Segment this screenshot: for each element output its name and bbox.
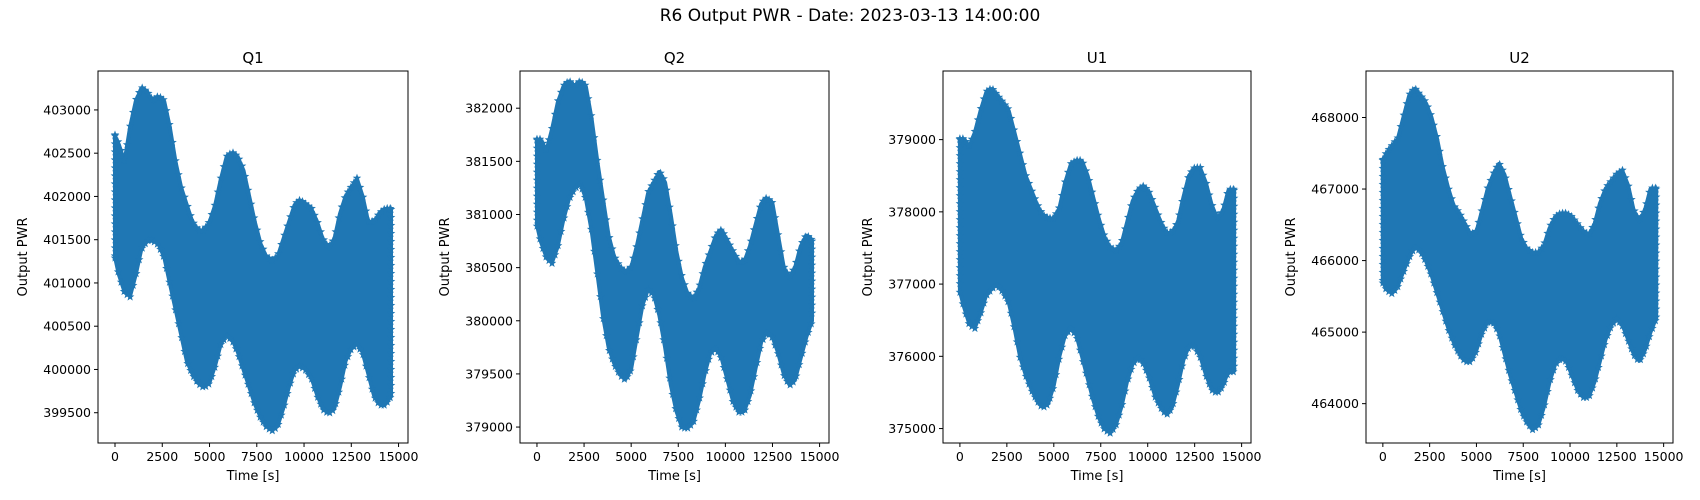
axes-frame <box>519 70 830 444</box>
x-tick-label: 15000 <box>1644 449 1684 464</box>
axes-frame <box>942 70 1252 444</box>
x-axis-label: Time [s] <box>1492 469 1546 484</box>
y-tick-label: 401500 <box>43 232 91 247</box>
subplot-u1: 0 2500 5000 7500 10000 12500 15000 375000 376000… <box>861 49 1262 484</box>
y-tick-label: 380000 <box>465 313 513 328</box>
subplot-u2: 0 2500 5000 7500 10000 12500 15000 464000 465000… <box>1284 49 1684 484</box>
y-tick-label: 380500 <box>465 260 513 275</box>
series-band <box>532 77 817 432</box>
x-axis-label: Time [s] <box>1070 469 1124 484</box>
subplot-title: Q2 <box>664 49 685 67</box>
y-tick-label: 400000 <box>43 362 91 377</box>
y-tick-label: 401000 <box>43 275 91 290</box>
y-tick-label: 381000 <box>465 207 513 222</box>
axes-frame <box>1365 70 1674 444</box>
subplot-q2: 0 2500 5000 7500 10000 12500 15000 379000 379500… <box>438 49 840 484</box>
y-axis-label: Output PWR <box>861 217 876 296</box>
x-tick-label: 5000 <box>615 449 647 464</box>
x-tick-label: 10000 <box>705 449 745 464</box>
y-tick-label: 468000 <box>1311 110 1359 125</box>
x-tick-label: 5000 <box>1461 449 1493 464</box>
x-tick-label: 2500 <box>991 449 1023 464</box>
y-tick-label: 403000 <box>43 102 91 117</box>
x-tick-label: 7500 <box>662 449 694 464</box>
star-markers <box>955 84 1239 437</box>
y-tick-label: 379500 <box>465 366 513 381</box>
x-tick-label: 0 <box>1379 449 1387 464</box>
x-tick-label: 2500 <box>568 449 600 464</box>
subplot-title: U1 <box>1087 49 1108 67</box>
y-axis-label: Output PWR <box>438 217 453 296</box>
x-tick-label: 12500 <box>331 449 371 464</box>
y-tick-label: 377000 <box>888 277 936 292</box>
x-tick-label: 7500 <box>1507 449 1539 464</box>
y-tick-label: 378000 <box>888 204 936 219</box>
y-tick-label: 379000 <box>888 132 936 147</box>
y-tick-label: 466000 <box>1311 253 1359 268</box>
y-tick-label: 379000 <box>465 420 513 435</box>
y-tick-label: 375000 <box>888 421 936 436</box>
y-tick-label: 400500 <box>43 319 91 334</box>
x-tick-label: 0 <box>111 449 119 464</box>
x-axis-label: Time [s] <box>226 469 280 484</box>
x-tick-label: 12500 <box>1175 449 1215 464</box>
x-tick-label: 15000 <box>379 449 419 464</box>
x-tick-label: 0 <box>956 449 964 464</box>
y-axis-label: Output PWR <box>16 217 31 296</box>
subplot-title: U2 <box>1509 49 1530 67</box>
y-axis-label: Output PWR <box>1284 217 1299 296</box>
figure-title: R6 Output PWR - Date: 2023-03-13 14:00:0… <box>659 6 1041 26</box>
x-tick-label: 12500 <box>1597 449 1637 464</box>
x-tick-label: 10000 <box>1550 449 1590 464</box>
x-tick-label: 7500 <box>1085 449 1117 464</box>
x-tick-label: 15000 <box>1222 449 1262 464</box>
x-tick-label: 5000 <box>1038 449 1070 464</box>
y-tick-label: 376000 <box>888 349 936 364</box>
y-tick-label: 382000 <box>465 101 513 116</box>
subplot-title: Q1 <box>242 49 263 67</box>
y-tick-label: 467000 <box>1311 182 1359 197</box>
y-tick-label: 402500 <box>43 146 91 161</box>
y-tick-label: 381500 <box>465 154 513 169</box>
subplot-q1: 0 2500 5000 7500 10000 12500 15000 399500 400000… <box>16 49 418 484</box>
x-tick-label: 5000 <box>194 449 226 464</box>
x-tick-label: 2500 <box>1414 449 1446 464</box>
x-tick-label: 15000 <box>800 449 840 464</box>
series-points <box>113 86 393 432</box>
series-band <box>955 84 1239 437</box>
x-tick-label: 7500 <box>241 449 273 464</box>
x-tick-label: 12500 <box>753 449 793 464</box>
y-tick-label: 465000 <box>1311 325 1359 340</box>
y-tick-label: 464000 <box>1311 396 1359 411</box>
series-points <box>957 87 1237 435</box>
x-tick-label: 2500 <box>146 449 178 464</box>
y-tick-label: 399500 <box>43 405 91 420</box>
x-tick-label: 10000 <box>284 449 324 464</box>
series-points <box>535 79 814 430</box>
series-band <box>1378 84 1661 434</box>
axes-frame <box>97 70 409 444</box>
x-tick-label: 10000 <box>1128 449 1168 464</box>
series-band <box>110 83 396 435</box>
y-tick-label: 402000 <box>43 189 91 204</box>
x-tick-label: 0 <box>533 449 541 464</box>
x-axis-label: Time [s] <box>647 469 701 484</box>
